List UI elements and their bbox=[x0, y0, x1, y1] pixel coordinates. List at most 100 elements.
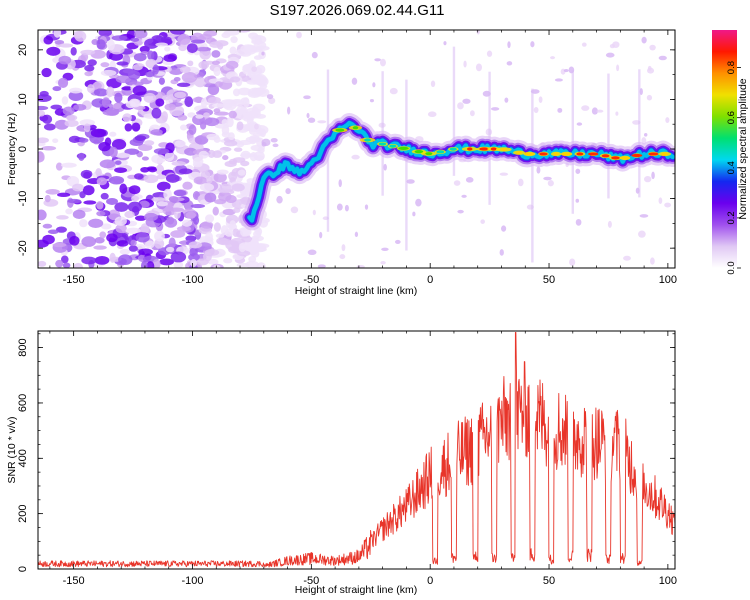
noise-blob bbox=[178, 168, 193, 175]
noise-blob bbox=[151, 154, 166, 164]
noise-blob bbox=[114, 92, 123, 103]
noise-blob bbox=[217, 183, 234, 194]
noise-blob bbox=[575, 168, 581, 174]
noise-blob bbox=[99, 231, 107, 239]
noise-blob bbox=[111, 35, 128, 41]
noise-blob bbox=[250, 88, 267, 95]
noise-blob bbox=[461, 194, 467, 198]
noise-blob bbox=[192, 157, 204, 166]
noise-blob bbox=[213, 264, 221, 268]
noise-blob bbox=[364, 204, 369, 210]
noise-blob bbox=[72, 209, 86, 220]
x-tick-label: -50 bbox=[303, 575, 319, 587]
noise-blob bbox=[229, 220, 236, 230]
noise-blob bbox=[42, 114, 53, 124]
noise-blob bbox=[232, 88, 241, 97]
spectrogram-y-label: Frequency (Hz) bbox=[6, 113, 18, 185]
noise-blob bbox=[156, 181, 171, 192]
noise-blob bbox=[41, 67, 52, 78]
noise-blob bbox=[127, 201, 142, 213]
noise-blob bbox=[162, 95, 171, 101]
noise-blob bbox=[290, 206, 299, 214]
noise-blob bbox=[240, 160, 250, 167]
noise-blob bbox=[188, 253, 200, 262]
noise-blob bbox=[369, 98, 374, 103]
noise-blob bbox=[96, 39, 106, 50]
noise-blob bbox=[238, 243, 246, 253]
ridge-hotspot-core bbox=[576, 152, 584, 156]
noise-blob bbox=[354, 231, 359, 237]
noise-blob bbox=[204, 249, 220, 256]
noise-blob bbox=[90, 128, 107, 138]
noise-blob bbox=[215, 124, 230, 129]
noise-blob bbox=[52, 138, 59, 144]
noise-blob bbox=[200, 221, 214, 229]
x-tick-label: 50 bbox=[543, 575, 555, 587]
noise-blob bbox=[229, 46, 237, 55]
noise-blob bbox=[130, 239, 137, 247]
noise-blob bbox=[108, 175, 125, 185]
noise-blob bbox=[254, 123, 259, 130]
noise-blob bbox=[98, 30, 113, 37]
noise-blob bbox=[83, 200, 97, 205]
signal-ridge bbox=[239, 113, 675, 231]
noise-streak bbox=[452, 46, 456, 176]
noise-blob bbox=[196, 258, 209, 266]
noise-blob bbox=[79, 119, 96, 126]
noise-blob bbox=[554, 78, 563, 82]
noise-blob bbox=[125, 227, 141, 234]
noise-blob bbox=[212, 206, 219, 216]
noise-blob bbox=[116, 240, 129, 247]
noise-blob bbox=[122, 113, 132, 122]
noise-blob bbox=[130, 37, 140, 42]
noise-blob bbox=[101, 97, 111, 108]
noise-blob bbox=[303, 95, 311, 100]
noise-blob bbox=[94, 256, 110, 265]
noise-blob bbox=[55, 226, 67, 233]
noise-blob bbox=[216, 169, 229, 175]
noise-blob bbox=[198, 60, 210, 70]
noise-blob bbox=[116, 61, 129, 66]
y-tick-label: 600 bbox=[17, 394, 29, 412]
noise-blob bbox=[173, 189, 187, 197]
noise-blob bbox=[152, 258, 161, 268]
noise-blob bbox=[607, 220, 612, 228]
noise-blob bbox=[317, 264, 326, 268]
noise-blob bbox=[641, 36, 647, 44]
noise-blob bbox=[144, 140, 155, 146]
spectrogram-x-ticks: -150 -100 -50 0 50 100 bbox=[49, 30, 677, 286]
noise-blob bbox=[111, 139, 127, 150]
noise-blob bbox=[42, 223, 53, 229]
noise-blob bbox=[134, 30, 148, 39]
noise-blob bbox=[245, 260, 259, 268]
noise-blob bbox=[100, 192, 109, 200]
noise-blob bbox=[140, 260, 148, 268]
noise-blob bbox=[312, 209, 316, 216]
noise-blob bbox=[44, 194, 51, 203]
noise-blob bbox=[184, 96, 194, 108]
noise-blob bbox=[62, 262, 71, 268]
noise-blob bbox=[174, 140, 186, 148]
noise-blob bbox=[248, 255, 257, 263]
noise-blob bbox=[106, 233, 118, 243]
colorbar-tick-label: 0.2 bbox=[726, 211, 737, 224]
noise-blob bbox=[61, 162, 77, 168]
noise-blob bbox=[38, 260, 47, 267]
colorbar-strip bbox=[712, 30, 737, 268]
noise-blob bbox=[504, 97, 509, 103]
noise-blob bbox=[285, 188, 291, 195]
noise-blob bbox=[68, 90, 84, 101]
noise-blob bbox=[646, 94, 653, 101]
noise-blob bbox=[152, 64, 159, 75]
noise-blob bbox=[557, 107, 563, 113]
noise-blob bbox=[251, 66, 258, 72]
noise-blob bbox=[121, 86, 133, 91]
noise-blob bbox=[204, 117, 220, 127]
noise-blob bbox=[140, 223, 150, 235]
noise-blob bbox=[88, 218, 104, 228]
noise-blob bbox=[457, 209, 464, 214]
noise-blob bbox=[194, 77, 207, 88]
noise-blob bbox=[187, 112, 196, 118]
noise-blob bbox=[143, 92, 157, 104]
noise-blob bbox=[658, 55, 667, 61]
